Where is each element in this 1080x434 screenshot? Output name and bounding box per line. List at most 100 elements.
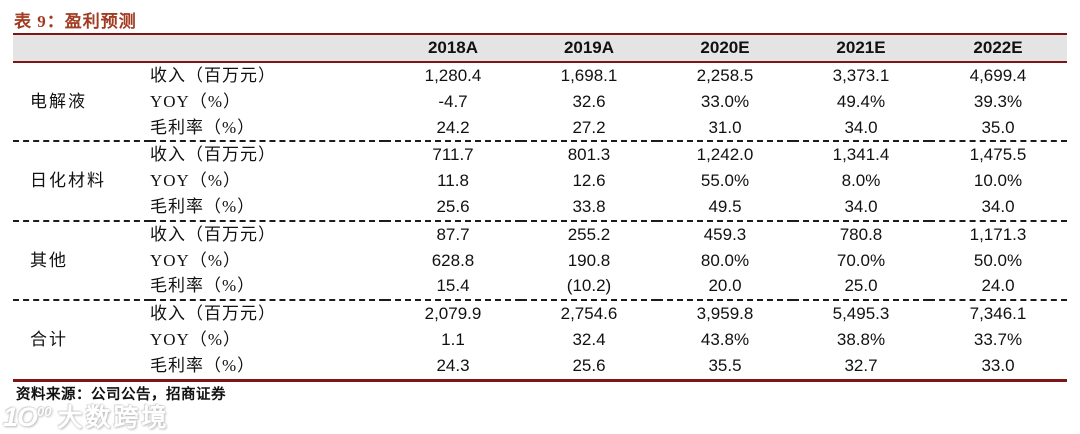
cell: 1,280.4 [424,66,482,85]
cell: 80.0% [700,250,750,270]
cell: 255.2 [567,224,611,244]
group-label: 电解液 [30,91,87,111]
header-empty-group [13,34,150,62]
cell: 25.6 [436,196,470,216]
cell: 628.8 [431,250,475,270]
metric-label: 毛利率（%） [150,117,256,137]
cell: 711.7 [432,145,474,165]
metric-label: 收入（百万元） [150,304,276,324]
cell: 8.0% [841,171,881,191]
table-row: 毛利率（%） 15.4 (10.2) 20.0 25.0 24.0 [13,273,1067,300]
table-row: 毛利率（%） 24.2 27.2 31.0 34.0 35.0 [13,115,1067,142]
cell: 87.7 [436,224,470,244]
metric-label: 毛利率（%） [150,276,256,296]
cell: 10.0% [973,171,1023,191]
table-row: 合计 收入（百万元） 2,079.9 2,754.6 3,959.8 5,495… [13,300,1067,349]
metric-label: YOY（%） [150,91,241,111]
group-label: 日化材料 [30,171,106,191]
table-row: YOY（%） -4.7 32.6 33.0% 49.4% 39.3% [13,89,1067,115]
cell: 2,079.9 [424,304,482,324]
cell: 1,242.0 [696,145,754,165]
cell: 12.6 [572,171,606,191]
cell: 1,171.3 [969,224,1027,244]
table-row: YOY（%） 628.8 190.8 80.0% 70.0% 50.0% [13,248,1067,274]
source-note: 资料来源：公司公告，招商证券 [16,387,226,403]
cell: 25.6 [572,355,606,375]
cell: 190.8 [567,250,611,270]
cell: 24.3 [436,355,470,375]
cell: (10.2) [566,276,612,296]
cell: 7,346.1 [969,304,1027,324]
cell: 34.0 [844,117,878,137]
cell: 780.8 [839,224,883,244]
cell: -4.7 [438,91,468,111]
cell: 27.2 [572,117,606,137]
metric-label: YOY（%） [150,250,241,270]
group-other: 其他 收入（百万元） 87.7 255.2 459.3 780.8 1,171.… [13,221,1067,301]
metric-label: 收入（百万元） [150,145,276,165]
metric-label: 毛利率（%） [150,355,256,375]
group-label: 合计 [30,329,68,349]
col-header-2022e: 2022E [973,38,1023,57]
cell: 25.0 [844,276,878,296]
group-daily-chemical: 日化材料 收入（百万元） 711.7 801.3 1,242.0 1,341.4… [13,141,1067,221]
table-row: YOY（%） 1.1 32.4 43.8% 38.8% 33.7% [13,327,1067,353]
col-header-2019a: 2019A [563,38,615,57]
profit-forecast-table: 2018A 2019A 2020E 2021E 2022E 电解液 收入（百万元… [13,33,1067,382]
cell: 32.4 [572,329,606,349]
table-row: 毛利率（%） 25.6 33.8 49.5 34.0 34.0 [13,194,1067,221]
table-title: 表 9：盈利预测 [14,12,137,31]
cell: 35.5 [708,355,742,375]
cell: 1,341.4 [832,145,890,165]
col-header-2021e: 2021E [836,38,886,57]
cell: 33.0% [700,91,750,111]
cell: 55.0% [700,171,750,191]
table-row: 日化材料 收入（百万元） 711.7 801.3 1,242.0 1,341.4… [13,141,1067,190]
cell: 24.2 [436,117,470,137]
cell: 35.0 [981,117,1015,137]
watermark-text: 大数跨境 [57,404,170,432]
table-row: 电解液 收入（百万元） 1,280.4 1,698.1 2,258.5 3,37… [13,62,1067,111]
cell: 1.1 [441,329,465,349]
cell: 49.4% [836,91,886,111]
cell: 1,698.1 [560,66,618,85]
metric-label: YOY（%） [150,329,241,349]
cell: 11.8 [437,171,469,191]
cell: 38.8% [836,329,886,349]
cell: 5,495.3 [832,304,890,324]
cell: 32.7 [844,355,878,375]
table-header-row: 2018A 2019A 2020E 2021E 2022E [13,34,1067,62]
cell: 31.0 [708,117,742,137]
header-empty-metric [150,34,385,62]
cell: 3,959.8 [696,304,754,324]
group-electrolyte: 电解液 收入（百万元） 1,280.4 1,698.1 2,258.5 3,37… [13,62,1067,142]
cell: 33.8 [572,196,606,216]
cell: 24.0 [981,276,1015,296]
cell: 39.3% [973,91,1023,111]
cell: 20.0 [708,276,742,296]
cell: 4,699.4 [969,66,1027,85]
col-header-2020e: 2020E [700,38,750,57]
group-label: 其他 [30,250,68,270]
cell: 1,475.5 [969,145,1027,165]
table-row: 其他 收入（百万元） 87.7 255.2 459.3 780.8 1,171.… [13,221,1067,270]
cell: 2,754.6 [560,304,618,324]
metric-label: YOY（%） [150,171,241,191]
cell: 33.0 [981,355,1015,375]
cell: 32.6 [572,91,606,111]
cell: 50.0% [973,250,1023,270]
cell: 3,373.1 [832,66,890,85]
cell: 34.0 [981,196,1015,216]
cell: 70.0% [836,250,886,270]
cell: 15.4 [436,276,470,296]
cell: 49.5 [708,196,742,216]
cell: 801.3 [567,145,611,165]
metric-label: 收入（百万元） [150,224,276,244]
col-header-2018a: 2018A [427,38,479,57]
watermark-logo-icon: 1O00 [3,402,52,432]
cell: 33.7% [973,329,1023,349]
metric-label: 收入（百万元） [150,66,276,85]
cell: 2,258.5 [696,66,754,85]
group-total: 合计 收入（百万元） 2,079.9 2,754.6 3,959.8 5,495… [13,300,1067,381]
watermark: 1O00 大数跨境 [3,398,170,434]
